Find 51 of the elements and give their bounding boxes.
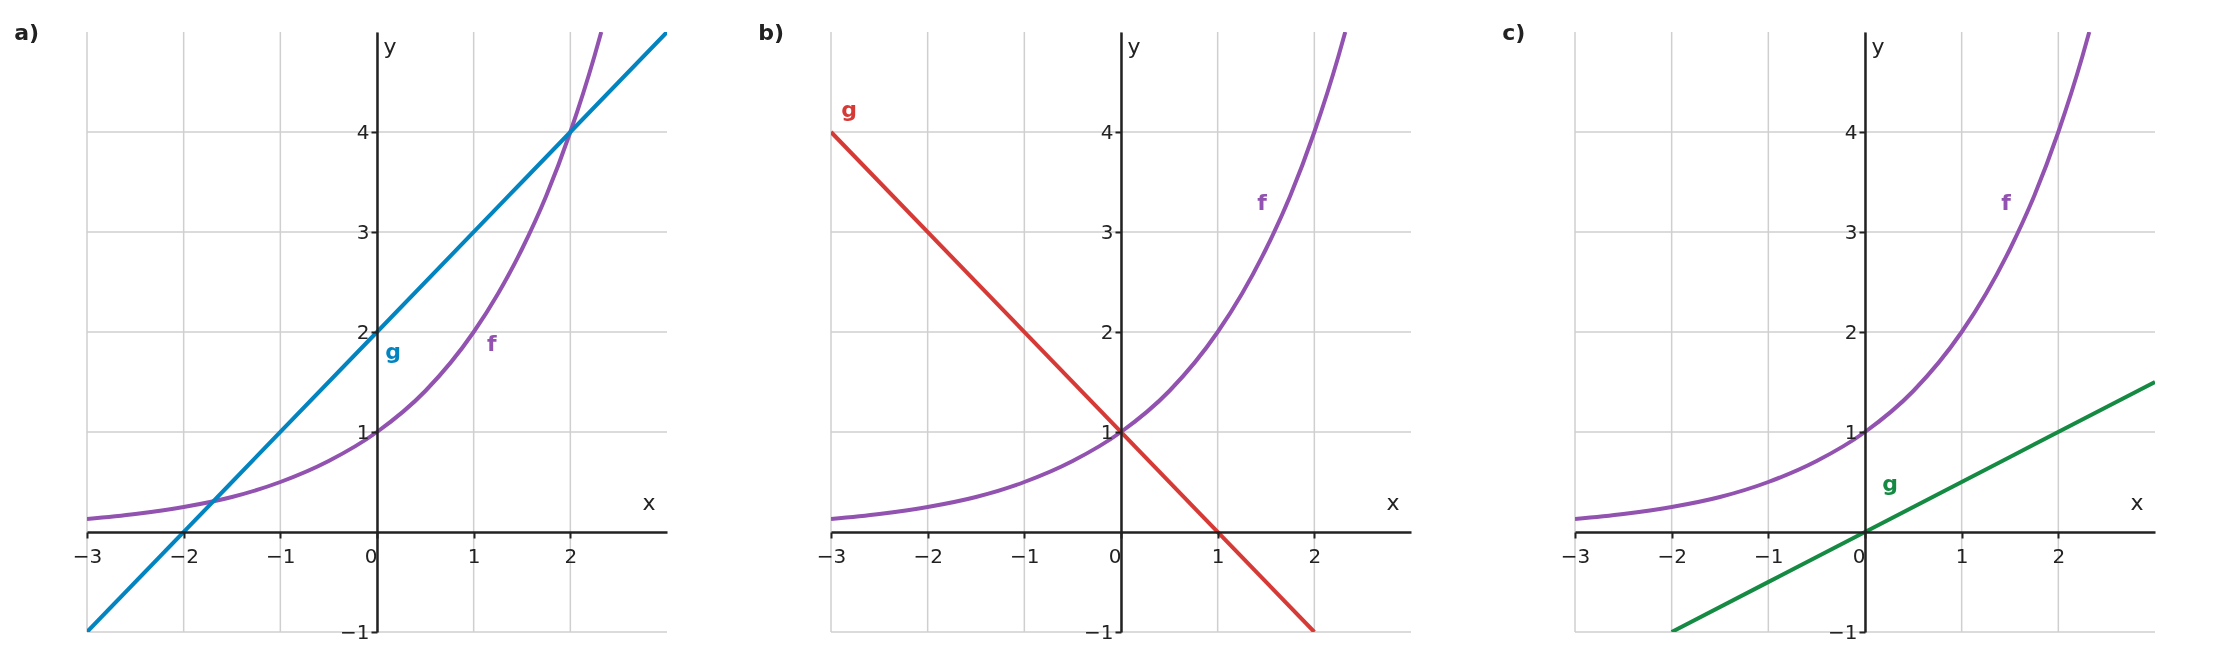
x-tick-label: 1 [1211,543,1225,568]
x-tick-label: −2 [169,543,199,568]
line-series [1575,32,2092,521]
y-tick-label: 2 [1100,319,1114,344]
chart-title: b) [758,20,785,46]
x-axis-title: x [642,489,656,515]
series-label: g [1882,471,1898,496]
series-label: f [486,331,497,356]
x-tick-label: 0 [1852,543,1866,568]
series-label: f [1257,190,1268,215]
y-tick-label: 2 [356,319,370,344]
x-tick-label: −1 [1010,543,1040,568]
y-tick-label: 3 [1844,219,1858,244]
x-axis-title: x [2130,489,2144,515]
x-axis-title: x [1386,489,1400,515]
x-tick-label: 2 [2052,543,2066,568]
x-tick-label: 0 [1108,543,1122,568]
y-tick-label: 3 [356,219,370,244]
x-tick-label: 0 [364,543,378,568]
y-tick-label: 1 [1100,419,1114,444]
y-tick-label: 4 [1844,119,1858,144]
series-label: f [2001,190,2012,215]
x-tick-label: −3 [72,543,103,568]
x-tick-label: 1 [467,543,481,568]
y-tick-label: 2 [1844,319,1858,344]
line-series [831,32,1348,521]
y-tick-label: −1 [340,619,370,644]
line-series [87,32,604,521]
chart-title: a) [14,20,40,46]
y-tick-label: 1 [356,419,370,444]
y-axis-title: y [383,33,397,59]
x-tick-label: −1 [1754,543,1784,568]
series-label: g [385,339,401,364]
x-tick-label: −1 [266,543,296,568]
x-tick-label: 2 [1308,543,1322,568]
y-tick-label: −1 [1084,619,1114,644]
series-label: g [841,97,857,122]
y-axis-title: y [1127,33,1141,59]
chart-title: c) [1502,20,1526,46]
y-tick-label: −1 [1828,619,1858,644]
y-tick-label: 3 [1100,219,1114,244]
x-tick-label: −2 [913,543,943,568]
y-tick-label: 4 [356,119,370,144]
y-tick-label: 4 [1100,119,1114,144]
x-tick-label: 1 [1955,543,1969,568]
x-tick-label: 2 [564,543,578,568]
y-tick-label: 1 [1844,419,1858,444]
x-tick-label: −3 [1560,543,1591,568]
y-axis-title: y [1871,33,1885,59]
x-tick-label: −3 [816,543,847,568]
x-tick-label: −2 [1657,543,1687,568]
